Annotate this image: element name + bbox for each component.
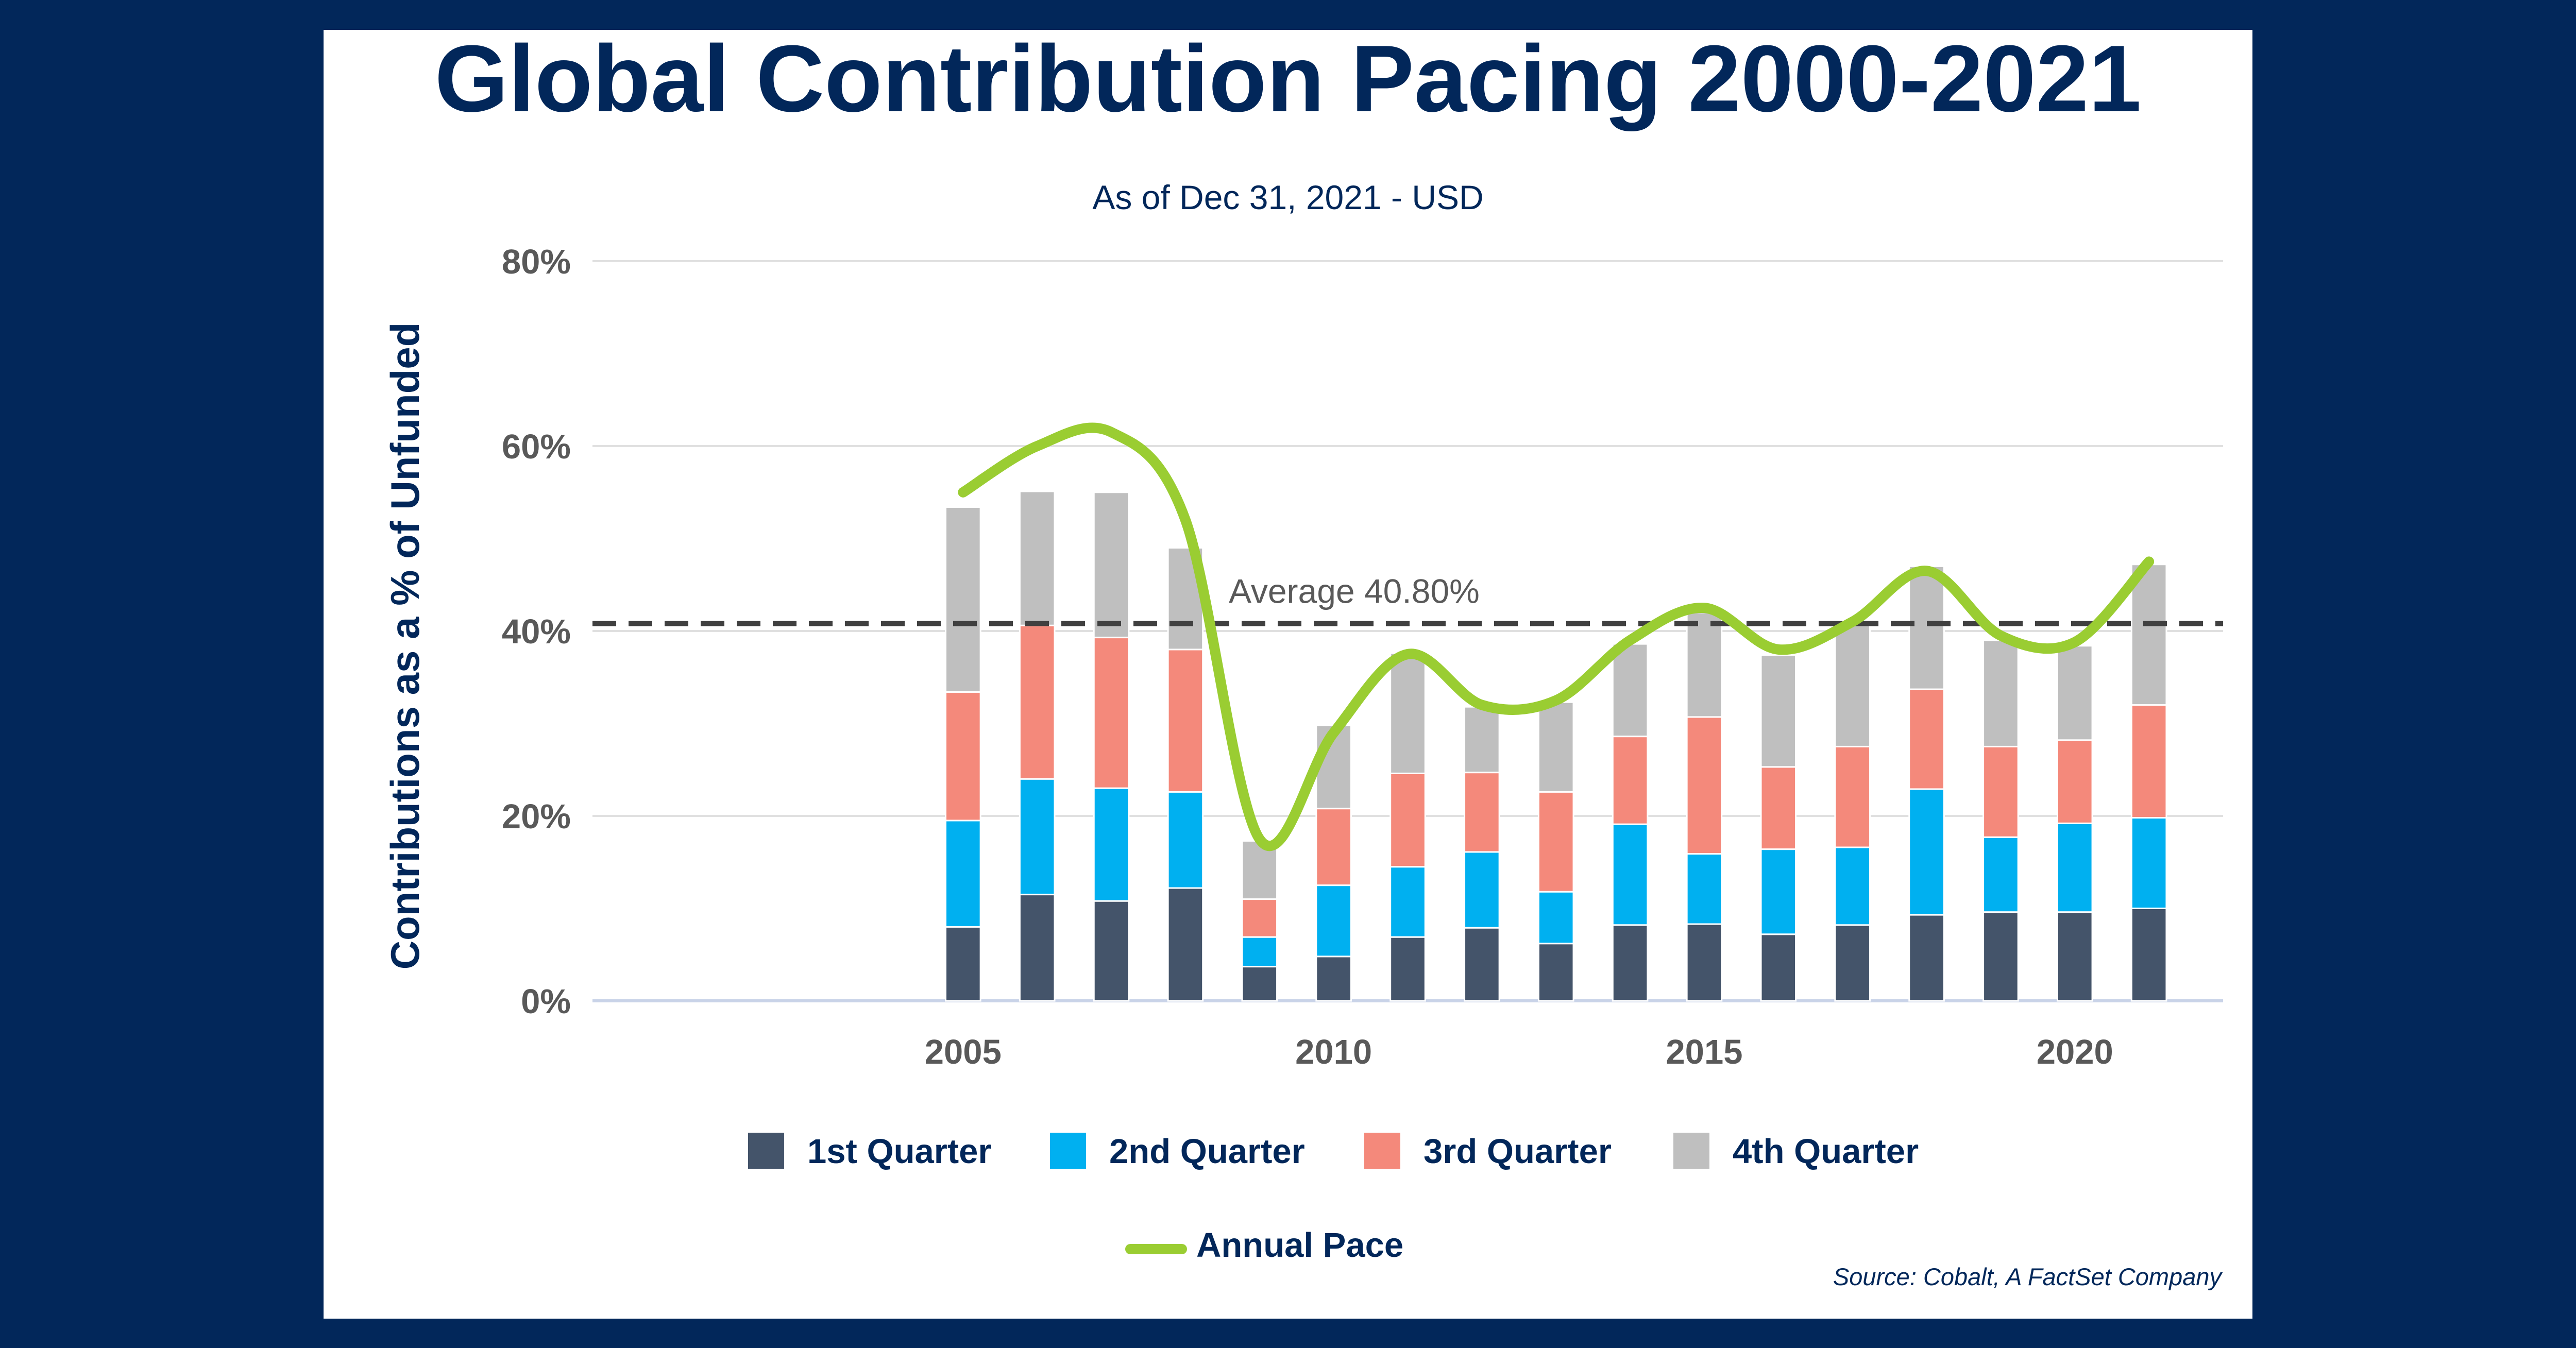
legend-label: Annual Pace [1196, 1226, 1403, 1265]
bar-segment [1760, 654, 1797, 768]
bar-segment [1093, 900, 1130, 1002]
average-reference: Average 40.80% [592, 572, 2223, 626]
chart-subtitle: As of Dec 31, 2021 - USD [1092, 178, 1484, 216]
bar-segment [1241, 840, 1278, 900]
bar-segment [1315, 955, 1352, 1002]
bar-segment [1019, 624, 1056, 780]
x-tick-label: 2015 [1666, 1033, 1742, 1071]
y-axis-ticks: 0% 20% 40% 60% 80% [502, 243, 571, 1021]
bar-segment [2056, 822, 2093, 913]
bar-segment [1464, 706, 1500, 774]
y-axis-title: Contributions as a % of Unfunded [382, 322, 428, 970]
bar-segment [1389, 866, 1426, 938]
bar-segment [1908, 788, 1945, 916]
bar-segment [1612, 736, 1649, 825]
y-tick-label: 60% [502, 428, 571, 466]
bar-segment [1982, 836, 2019, 913]
bar-segment [1093, 491, 1130, 639]
bar-segment [1760, 766, 1797, 850]
bar-segment [1093, 787, 1130, 902]
bar-segment [1760, 848, 1797, 935]
bar-segment [1612, 643, 1649, 738]
bar-segment [945, 506, 981, 693]
legend-label: 3rd Quarter [1423, 1132, 1612, 1171]
y-tick-label: 80% [502, 243, 571, 281]
bar-segment [1982, 639, 2019, 747]
bar-segment [2056, 645, 2093, 741]
bar-segment [1019, 894, 1056, 1002]
y-tick-label: 0% [521, 982, 571, 1021]
legend-label: 2nd Quarter [1109, 1132, 1305, 1171]
bar-segment [1686, 716, 1723, 855]
bar-segment [1908, 914, 1945, 1002]
bar-segment [1167, 649, 1204, 793]
legend-label: 4th Quarter [1733, 1132, 1919, 1171]
bar-segment [1241, 936, 1278, 968]
bar-segment [1389, 652, 1426, 774]
x-tick-label: 2020 [2037, 1033, 2113, 1071]
bar-segment [945, 691, 981, 822]
legend: 1st Quarter 2nd Quarter 3rd Quarter 4th Qua… [748, 1132, 1919, 1265]
annual-pace-series [958, 422, 2155, 851]
bar-segment [1019, 490, 1056, 626]
bar-segment [2130, 564, 2167, 706]
bar-segment [1389, 772, 1426, 868]
bar-segment [1908, 565, 1945, 690]
bar-segment [1167, 791, 1204, 889]
legend-swatch [1673, 1133, 1709, 1169]
legend-swatch [1364, 1133, 1400, 1169]
y-tick-label: 20% [502, 797, 571, 836]
bar-segment [1389, 936, 1426, 1002]
bar-segment [1241, 966, 1278, 1002]
bar-segment [2130, 704, 2167, 819]
annual-pace-line [958, 422, 2155, 851]
legend-label: 1st Quarter [807, 1132, 991, 1171]
bar-segment [2056, 911, 2093, 1002]
legend-swatch [1050, 1133, 1086, 1169]
bar-segment [1834, 846, 1871, 926]
bar-segment [1315, 808, 1352, 886]
bar-segment [2130, 908, 2167, 1002]
bar-segment [945, 926, 981, 1002]
bar-segment [945, 820, 981, 928]
legend-swatch [748, 1133, 784, 1169]
bar-segment [1686, 611, 1723, 718]
bar-segment [1019, 778, 1056, 896]
bar-segment [1464, 851, 1500, 929]
bar-segment [1612, 924, 1649, 1002]
bar-segment [1315, 884, 1352, 958]
source-note: Source: Cobalt, A FactSet Company [1833, 1263, 2222, 1290]
bar-segment [1834, 745, 1871, 848]
bar-stacks [945, 490, 2167, 1002]
y-tick-label: 40% [502, 612, 571, 651]
bar-segment [1537, 943, 1574, 1002]
bar-segment [1537, 791, 1574, 893]
bar-segment [2056, 739, 2093, 824]
bar-segment [1834, 623, 1871, 747]
bar-segment [1686, 853, 1723, 925]
bar-segment [2130, 817, 2167, 909]
average-label: Average 40.80% [1229, 572, 1480, 610]
bar-segment [1760, 933, 1797, 1002]
bar-segment [1241, 898, 1278, 938]
bar-segment [1093, 637, 1130, 789]
bar-segment [1612, 823, 1649, 926]
bar-segment [1537, 891, 1574, 945]
bar-segment [1537, 701, 1574, 793]
bar-segment [1982, 911, 2019, 1002]
x-axis-ticks: 2005 2010 2015 2020 [925, 1033, 2113, 1071]
bar-segment [1834, 924, 1871, 1002]
bar-segment [1686, 923, 1723, 1002]
bar-segment [1982, 745, 2019, 838]
bar-segment [1167, 887, 1204, 1002]
bar-segment [1464, 927, 1500, 1002]
bar-segment [1464, 772, 1500, 853]
chart-title: Global Contribution Pacing 2000-2021 [434, 25, 2142, 131]
x-tick-label: 2010 [1295, 1033, 1372, 1071]
x-tick-label: 2005 [925, 1033, 1002, 1071]
bar-segment [1908, 688, 1945, 790]
